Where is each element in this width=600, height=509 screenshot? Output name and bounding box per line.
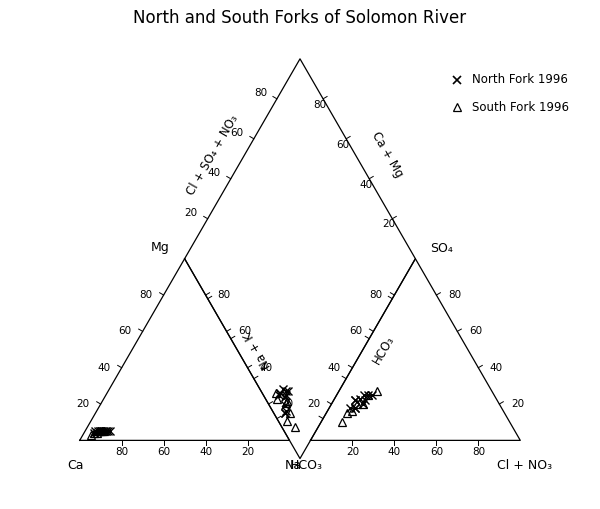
Text: 80: 80	[370, 290, 383, 300]
Text: Cl + SO₄ + NO₃: Cl + SO₄ + NO₃	[185, 112, 241, 197]
Text: 20: 20	[307, 399, 320, 409]
Text: 60: 60	[231, 128, 244, 138]
Text: South Fork 1996: South Fork 1996	[472, 101, 569, 114]
Text: 80: 80	[448, 290, 461, 300]
Text: 40: 40	[490, 363, 503, 373]
Text: Ca: Ca	[67, 459, 84, 472]
Text: 60: 60	[469, 326, 482, 336]
Text: Cl + NO₃: Cl + NO₃	[497, 459, 552, 472]
Text: 80: 80	[254, 88, 267, 98]
Text: 80: 80	[313, 100, 326, 109]
Text: HCO₃: HCO₃	[371, 333, 397, 366]
Text: 60: 60	[238, 326, 251, 336]
Text: 40: 40	[259, 363, 272, 373]
Text: 20: 20	[76, 399, 89, 409]
Text: 40: 40	[328, 363, 341, 373]
Text: 60: 60	[430, 447, 443, 457]
Text: 20: 20	[346, 447, 359, 457]
Text: 20: 20	[280, 399, 293, 409]
Text: North and South Forks of Solomon River: North and South Forks of Solomon River	[133, 9, 467, 27]
Text: Na: Na	[285, 459, 302, 472]
Text: SO₄: SO₄	[430, 241, 453, 254]
Text: 60: 60	[349, 326, 362, 336]
Text: 20: 20	[185, 208, 197, 218]
Text: 60: 60	[118, 326, 131, 336]
Text: North Fork 1996: North Fork 1996	[472, 73, 568, 87]
Text: 20: 20	[382, 219, 395, 230]
Text: Ca + Mg: Ca + Mg	[369, 129, 406, 180]
Text: 40: 40	[388, 447, 401, 457]
Text: 40: 40	[359, 180, 373, 189]
Text: 80: 80	[472, 447, 485, 457]
Text: 20: 20	[511, 399, 524, 409]
Text: HCO₃: HCO₃	[290, 459, 323, 472]
Text: 40: 40	[208, 168, 221, 178]
Text: 80: 80	[217, 290, 230, 300]
Text: 60: 60	[157, 447, 170, 457]
Text: 40: 40	[97, 363, 110, 373]
Text: 60: 60	[336, 139, 349, 150]
Text: 20: 20	[241, 447, 254, 457]
Text: Mg: Mg	[151, 241, 170, 254]
Text: 80: 80	[139, 290, 152, 300]
Text: 80: 80	[115, 447, 128, 457]
Text: 40: 40	[199, 447, 212, 457]
Text: Na + K: Na + K	[242, 328, 274, 371]
